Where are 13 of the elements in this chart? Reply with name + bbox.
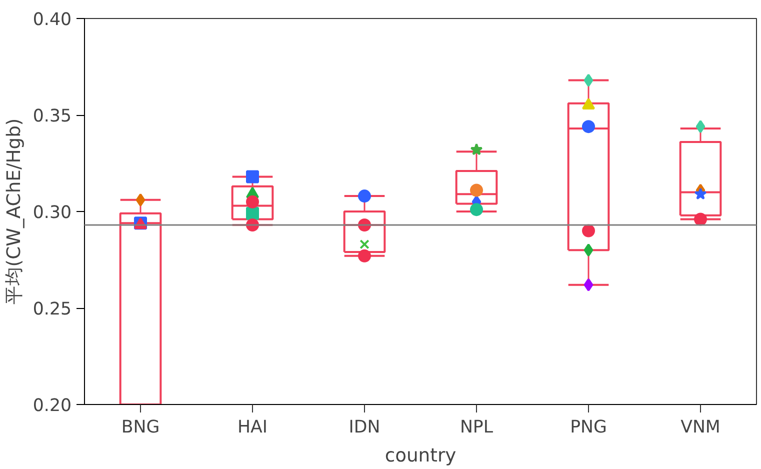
y-tick-label: 0.40 <box>32 10 72 30</box>
x-tick-label: PNG <box>570 418 607 438</box>
x-axis-title: country <box>384 446 456 466</box>
y-tick-label: 0.35 <box>32 106 72 126</box>
y-tick-label: 0.25 <box>32 300 72 320</box>
x-tick-label: BNG <box>121 418 160 438</box>
x-tick-label: VNM <box>680 418 720 438</box>
y-axis-title: 平均(CW_AChE/Hgb) <box>4 118 25 305</box>
y-tick-label: 0.20 <box>32 396 72 416</box>
x-tick-label: IDN <box>348 418 380 438</box>
x-tick-label: NPL <box>460 418 494 438</box>
x-tick-label: HAI <box>238 418 268 438</box>
y-tick-label: 0.30 <box>32 203 72 223</box>
